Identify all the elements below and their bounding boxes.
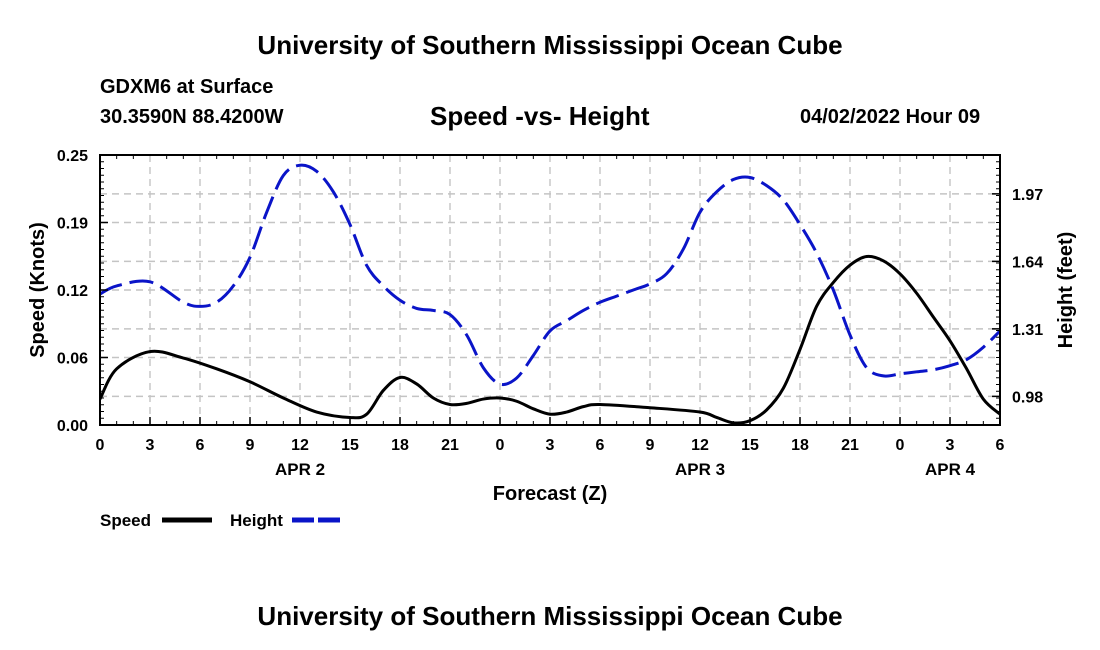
x-tick-label: 15 [741, 437, 759, 454]
x-tick-label: 9 [646, 437, 655, 454]
x-tick-label: 21 [841, 437, 859, 454]
x-tick-label: 12 [691, 437, 709, 454]
x-tick-label: 21 [441, 437, 459, 454]
series-line-height [100, 163, 1000, 387]
x-tick-label: 18 [791, 437, 809, 454]
chart-title: Speed -vs- Height [430, 101, 650, 131]
y-axis-right-label: Height (feet) [1055, 232, 1077, 349]
y-left-tick-label: 0.19 [57, 216, 88, 233]
y-right-tick-label: 1.31 [1012, 322, 1043, 339]
x-tick-label: 15 [341, 437, 359, 454]
y-right-tick-label: 1.97 [1012, 187, 1043, 204]
location-label: 30.3590N 88.4200W [100, 106, 284, 128]
legend-label-height: Height [230, 511, 283, 530]
x-tick-label: 0 [496, 437, 505, 454]
legend-label-speed: Speed [100, 511, 151, 530]
page-title: University of Southern Mississippi Ocean… [257, 30, 843, 60]
x-tick-label: 0 [896, 437, 905, 454]
station-label: GDXM6 at Surface [100, 76, 274, 98]
x-tick-label: 18 [391, 437, 409, 454]
x-tick-label: 3 [146, 437, 155, 454]
y-left-tick-label: 0.12 [57, 283, 88, 300]
x-date-label: APR 4 [925, 460, 976, 479]
x-date-label: APR 2 [275, 460, 325, 479]
y-axis-left-label: Speed (Knots) [27, 222, 49, 358]
y-right-tick-label: 0.98 [1012, 389, 1043, 406]
y-left-tick-label: 0.00 [57, 418, 88, 435]
datetime-label: 04/02/2022 Hour 09 [800, 106, 981, 128]
x-tick-label: 0 [96, 437, 105, 454]
x-tick-label: 12 [291, 437, 309, 454]
series-line-speed [100, 254, 1000, 425]
x-tick-label: 6 [996, 437, 1005, 454]
y-left-tick-label: 0.25 [57, 148, 88, 165]
x-axis-label: Forecast (Z) [493, 483, 607, 505]
x-tick-label: 9 [246, 437, 255, 454]
x-tick-label: 3 [946, 437, 955, 454]
legend: Speed Height [100, 511, 342, 530]
x-tick-label: 6 [596, 437, 605, 454]
footer-title: University of Southern Mississippi Ocean… [257, 601, 843, 631]
x-date-label: APR 3 [675, 460, 725, 479]
y-left-tick-label: 0.06 [57, 351, 88, 368]
x-tick-label: 3 [546, 437, 555, 454]
x-tick-label: 6 [196, 437, 205, 454]
y-right-tick-label: 1.64 [1012, 254, 1043, 271]
